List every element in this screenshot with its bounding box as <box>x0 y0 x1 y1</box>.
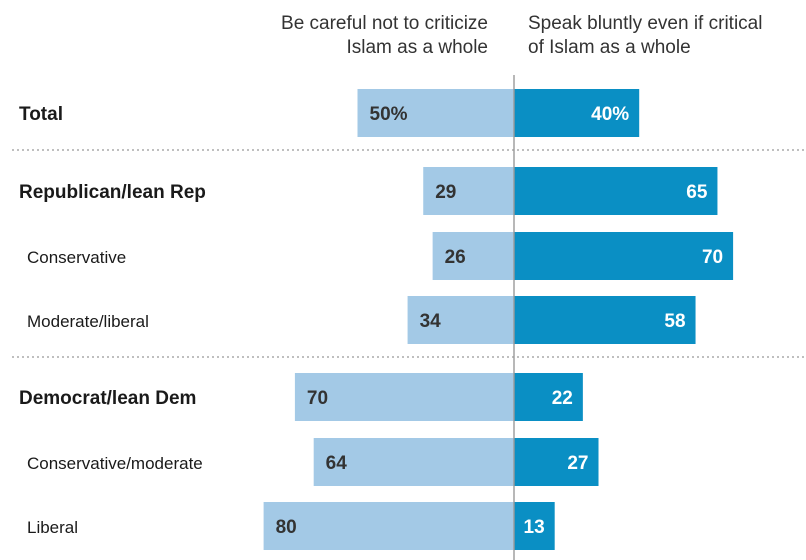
bar-left-0 <box>357 89 514 137</box>
category-label-1: Republican/lean Rep <box>19 182 206 203</box>
right-header-line-1: Speak bluntly even if critical <box>528 13 763 34</box>
bar-right-4 <box>514 373 583 421</box>
bar-left-6 <box>263 502 514 550</box>
left-header-line-1: Be careful not to criticize <box>281 13 488 34</box>
bar-right-6 <box>514 502 555 550</box>
left-header-line-2: Islam as a whole <box>346 37 488 58</box>
category-label-2: Conservative <box>27 248 126 267</box>
bar-left-4 <box>294 373 514 421</box>
bar-left-1 <box>423 167 514 215</box>
right-header-line-2: of Islam as a whole <box>528 37 691 58</box>
value-label-left-0: 50% <box>370 104 408 125</box>
value-label-left-3: 34 <box>420 311 442 332</box>
bar-left-5 <box>313 438 514 486</box>
bar-right-5 <box>514 438 599 486</box>
value-label-right-6: 13 <box>524 517 545 538</box>
bar-right-0 <box>514 89 640 137</box>
value-label-right-5: 27 <box>567 453 588 474</box>
value-label-left-6: 80 <box>276 517 297 538</box>
category-label-3: Moderate/liberal <box>27 312 149 331</box>
value-label-right-1: 65 <box>686 182 708 203</box>
right-series-header: Speak bluntly even if critical of Islam … <box>528 12 762 60</box>
value-label-right-2: 70 <box>702 247 723 268</box>
value-label-right-4: 22 <box>552 388 573 409</box>
left-series-header: Be careful not to criticize Islam as a w… <box>281 12 488 60</box>
value-label-right-0: 40% <box>591 104 629 125</box>
value-label-left-1: 29 <box>435 182 456 203</box>
value-label-left-4: 70 <box>307 388 328 409</box>
category-label-5: Conservative/moderate <box>27 454 203 473</box>
bar-left-2 <box>432 232 514 280</box>
value-label-left-5: 64 <box>326 453 348 474</box>
category-label-6: Liberal <box>27 518 78 537</box>
bar-left-3 <box>407 296 514 344</box>
bar-right-1 <box>514 167 718 215</box>
value-label-right-3: 58 <box>664 311 685 332</box>
value-label-left-2: 26 <box>445 247 466 268</box>
bar-right-3 <box>514 296 696 344</box>
bar-right-2 <box>514 232 734 280</box>
category-label-0: Total <box>19 104 63 125</box>
category-label-4: Democrat/lean Dem <box>19 388 196 409</box>
